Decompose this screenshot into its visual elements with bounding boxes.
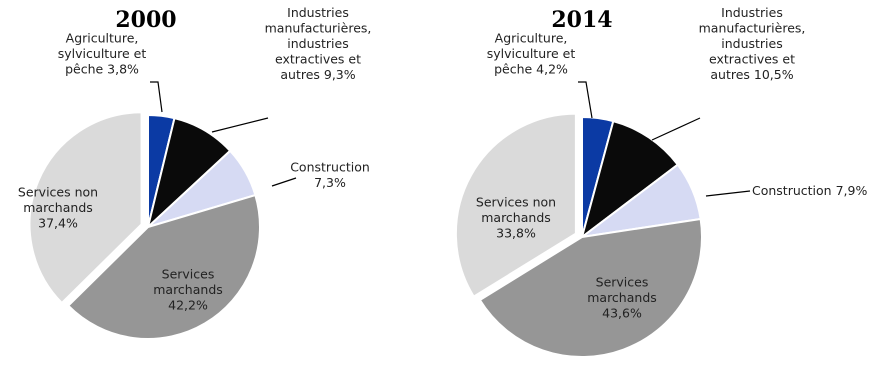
slice-label-line: marchands — [153, 282, 223, 297]
slice-label-line: autres 9,3% — [280, 67, 355, 82]
leader-line-0-2 — [271, 177, 297, 187]
slice-label-line: Agriculture, — [495, 31, 568, 46]
slice-label-1-3: Services marchands 43,6% — [587, 275, 657, 321]
slice-label-1-4: Services non marchands 33,8% — [476, 195, 556, 241]
slice-label-1-0: Agriculture, sylviculture et pêche 4,2% — [487, 31, 576, 77]
slice-label-0-0: Agriculture, sylviculture et pêche 3,8% — [58, 31, 147, 77]
slice-label-line: sylviculture et — [487, 46, 576, 61]
slice-label-line: marchands — [587, 290, 657, 305]
slice-label-0-4: Services non marchands 37,4% — [18, 185, 98, 231]
slice-label-line: sylviculture et — [58, 46, 147, 61]
slice-label-line: marchands — [481, 210, 551, 225]
leader-line-1-2 — [705, 190, 751, 197]
leader-line-1-1 — [651, 117, 701, 141]
slice-label-line: Construction — [290, 159, 370, 174]
slice-label-line: Services — [596, 275, 649, 290]
slice-label-1-1: Industries manufacturières, industries extr… — [699, 5, 806, 82]
slice-label-0-1: Industries manufacturières, industries extr… — [265, 5, 372, 82]
slice-label-line: manufacturières, — [265, 21, 372, 36]
slice-label-0-2: Construction 7,3% — [290, 159, 370, 190]
slice-label-line: manufacturières, — [699, 21, 806, 36]
slice-label-line: pêche 3,8% — [65, 62, 139, 77]
slice-label-line: 37,4% — [38, 216, 78, 231]
slice-label-line: Agriculture, — [66, 31, 139, 46]
slice-label-line: Industries — [287, 5, 349, 20]
slice-label-line: 7,3% — [314, 175, 346, 190]
slice-label-line: extractives et — [275, 52, 361, 67]
slice-label-line: 42,2% — [168, 298, 208, 313]
slice-label-1-2: Construction 7,9% — [752, 183, 867, 198]
slice-label-line: extractives et — [709, 52, 795, 67]
pie-slice-0-3 — [66, 193, 261, 340]
slice-label-line: marchands — [23, 200, 93, 215]
slice-label-line: 33,8% — [496, 226, 536, 241]
pie-slice-1-1 — [580, 119, 680, 240]
slice-label-0-3: Services marchands 42,2% — [153, 267, 223, 313]
leader-line-0-1 — [211, 117, 269, 133]
slice-label-line: Services non — [476, 195, 556, 210]
pie-slice-0-4 — [28, 111, 143, 305]
chart-title-2000: 2000 — [115, 7, 176, 33]
slice-label-line: Services non — [18, 185, 98, 200]
pie-slice-1-4 — [454, 112, 577, 298]
slice-label-line: Construction 7,9% — [752, 183, 867, 198]
slice-label-line: industries — [287, 36, 348, 51]
slice-label-line: pêche 4,2% — [494, 62, 568, 77]
slice-label-line: 43,6% — [602, 306, 642, 321]
slice-label-line: industries — [721, 36, 782, 51]
slice-label-line: autres 10,5% — [710, 67, 793, 82]
leader-line-1-0 — [578, 81, 593, 119]
slice-label-line: Industries — [721, 5, 783, 20]
leader-line-0-0 — [150, 81, 163, 113]
pie-slice-1-3 — [478, 217, 703, 358]
chart-title-2014: 2014 — [551, 7, 612, 33]
slice-label-line: Services — [162, 267, 215, 282]
